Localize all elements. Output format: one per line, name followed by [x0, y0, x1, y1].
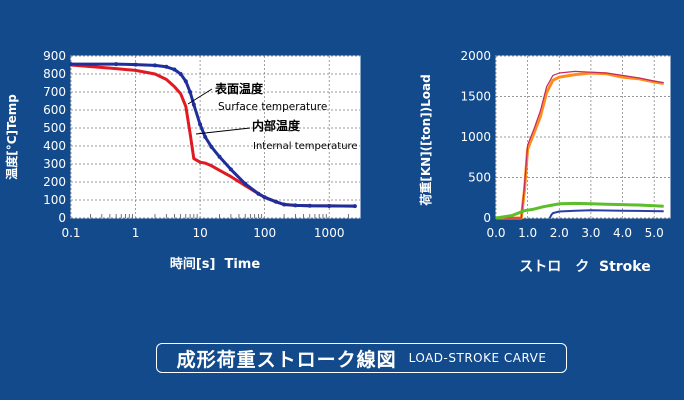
temperature-plot-area — [70, 55, 361, 219]
temperature-x-label: 時间[s] Time — [170, 256, 261, 272]
load-y-label: 荷重[KN]([ton])Load — [418, 74, 433, 206]
series-point-internal — [188, 90, 193, 94]
y-tick-label: 700 — [43, 85, 66, 99]
series-point-internal — [327, 203, 332, 208]
y-tick-label: 0 — [483, 211, 491, 225]
x-tick-label: 10 — [192, 226, 207, 240]
series-point-internal — [203, 135, 208, 139]
annotation-surface-ja: 表面温度 — [214, 81, 264, 96]
y-tick-label: 500 — [468, 171, 491, 185]
y-tick-label: 900 — [43, 49, 66, 63]
caption-english: LOAD-STROKE CARVE — [408, 351, 547, 365]
series-point-internal — [114, 62, 119, 67]
temperature-grid — [70, 55, 360, 219]
y-tick-label: 1000 — [460, 130, 491, 144]
series-point-internal — [282, 202, 287, 207]
y-tick-label: 1500 — [460, 90, 491, 104]
x-tick-label: 0.0 — [486, 226, 505, 240]
series-point-internal — [133, 62, 138, 67]
caption-japanese: 成形荷重ストローク線図 — [176, 348, 397, 371]
series-point-internal — [178, 72, 183, 76]
series-point-internal — [352, 204, 357, 209]
x-tick-label: 1000 — [314, 226, 345, 240]
series-point-internal — [307, 203, 312, 208]
series-point-internal — [69, 62, 73, 67]
series-point-internal — [256, 191, 261, 196]
temperature-chart: 0 100 200 300 400 500 600 700 800 900 0.1 1 10 100 10… — [4, 49, 361, 272]
x-tick-label: 4.0 — [613, 226, 632, 240]
load-x-ticks: 0.0 1.0 2.0 3.0 4.0 5.0 — [486, 226, 663, 240]
series-point-internal — [152, 63, 157, 68]
series-point-internal — [191, 102, 196, 107]
load-series — [495, 70, 664, 220]
y-tick-label: 0 — [58, 211, 66, 225]
series-point-internal — [183, 79, 188, 84]
y-tick-label: 400 — [43, 139, 66, 153]
internal-leader-line — [195, 127, 251, 135]
annotation-surface-en: Surface temperature — [218, 101, 327, 113]
x-tick-label: 5.0 — [645, 226, 664, 240]
load-y-ticks: 0 500 1000 1500 2000 — [460, 49, 491, 225]
series-point-internal — [209, 144, 214, 149]
x-tick-label: 3.0 — [581, 226, 600, 240]
series-point-internal — [243, 181, 248, 186]
load-stroke-chart: 0 500 1000 1500 2000 0.0 1.0 2.0 3.0 4.0 5.0 ストロ … — [418, 49, 671, 275]
temperature-y-ticks: 0 100 200 300 400 500 600 700 800 900 — [43, 49, 66, 225]
temperature-annotations: 表面温度 Surface temperature 内部温度 Internal t… — [187, 81, 358, 152]
y-tick-label: 100 — [43, 193, 66, 207]
y-tick-label: 2000 — [460, 49, 491, 63]
y-tick-label: 800 — [43, 67, 66, 81]
x-tick-label: 100 — [253, 226, 276, 240]
series-point-internal — [164, 64, 169, 69]
series-line-blue — [548, 209, 664, 219]
series-line-load_b — [496, 70, 664, 219]
series-point-internal — [274, 199, 279, 204]
x-tick-label: 1 — [132, 226, 140, 240]
series-point-internal — [217, 154, 222, 159]
y-tick-label: 300 — [43, 157, 66, 171]
series-line-green — [495, 201, 664, 220]
x-tick-label: 1.0 — [518, 226, 537, 240]
load-x-label: ストロ ク Stroke — [519, 259, 650, 275]
series-point-internal — [262, 195, 267, 200]
surface-leader-line — [187, 88, 213, 105]
y-tick-label: 600 — [43, 103, 66, 117]
series-point-internal — [172, 67, 177, 72]
annotation-internal-en: Internal temperature — [253, 141, 358, 152]
temperature-series — [69, 62, 357, 209]
y-tick-label: 200 — [43, 175, 66, 189]
annotation-internal-ja: 内部温度 — [252, 118, 301, 133]
y-tick-label: 500 — [43, 121, 66, 135]
x-tick-label: 0.1 — [61, 226, 80, 240]
temperature-x-ticks: 0.1 1 10 100 1000 — [61, 226, 344, 240]
temperature-y-label: 温度[°C]Temp — [4, 94, 19, 180]
series-point-internal — [293, 203, 298, 208]
series-point-internal — [228, 167, 233, 172]
series-point-internal — [198, 122, 203, 127]
caption-box: 成形荷重ストローク線図 LOAD-STROKE CARVE — [156, 343, 567, 373]
x-tick-label: 2.0 — [550, 226, 569, 240]
